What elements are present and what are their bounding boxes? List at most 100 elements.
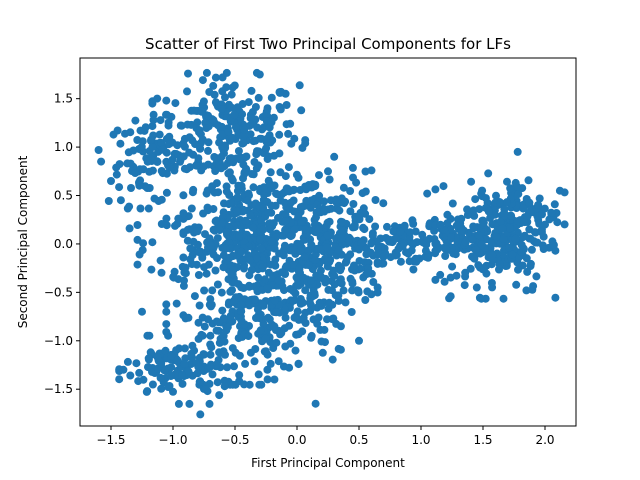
data-point bbox=[231, 123, 240, 132]
data-point bbox=[289, 260, 298, 269]
data-point bbox=[539, 245, 548, 253]
data-point bbox=[264, 208, 272, 217]
data-point bbox=[389, 227, 398, 236]
data-point bbox=[195, 301, 204, 310]
data-point bbox=[183, 225, 192, 234]
data-point bbox=[267, 201, 276, 210]
data-point bbox=[143, 331, 152, 340]
data-point bbox=[227, 103, 236, 112]
data-point bbox=[259, 225, 268, 234]
data-point bbox=[463, 205, 472, 214]
data-point bbox=[361, 296, 370, 304]
data-point bbox=[171, 99, 180, 108]
data-point bbox=[481, 194, 490, 203]
data-point bbox=[317, 337, 326, 346]
data-point bbox=[177, 121, 186, 130]
data-point bbox=[545, 215, 554, 224]
data-point bbox=[267, 237, 276, 246]
y-tick-label: 0.5 bbox=[54, 189, 73, 203]
data-point bbox=[550, 200, 559, 209]
data-point bbox=[204, 315, 212, 324]
data-point bbox=[218, 87, 227, 96]
data-point bbox=[264, 152, 273, 161]
data-point bbox=[335, 206, 344, 215]
data-point bbox=[132, 359, 141, 368]
data-point bbox=[219, 263, 228, 272]
data-point bbox=[330, 152, 339, 161]
data-point bbox=[255, 70, 264, 79]
data-point bbox=[185, 399, 194, 408]
data-point bbox=[467, 177, 476, 186]
data-point bbox=[213, 378, 222, 387]
data-point bbox=[560, 220, 569, 229]
data-point bbox=[527, 245, 536, 254]
data-point bbox=[325, 175, 334, 184]
data-point bbox=[492, 232, 501, 241]
data-point bbox=[293, 307, 302, 316]
data-point bbox=[549, 241, 558, 249]
data-point bbox=[314, 225, 323, 234]
data-point bbox=[484, 207, 493, 216]
data-point bbox=[198, 253, 207, 262]
data-point bbox=[194, 271, 203, 279]
data-point bbox=[144, 355, 153, 364]
data-point bbox=[234, 147, 243, 155]
x-axis-ticks: −1.5 −1.0 −0.5 0.0 0.5 1.0 1.5 2.0 bbox=[96, 426, 555, 447]
data-point bbox=[267, 93, 276, 102]
data-point bbox=[94, 146, 103, 154]
data-point bbox=[350, 261, 358, 270]
data-point bbox=[129, 146, 138, 155]
data-point bbox=[301, 225, 310, 234]
data-point bbox=[338, 218, 347, 227]
data-point bbox=[263, 375, 272, 384]
data-point bbox=[443, 210, 452, 219]
data-point bbox=[257, 216, 265, 225]
data-point bbox=[257, 380, 266, 389]
data-point bbox=[218, 306, 227, 315]
data-point bbox=[284, 129, 293, 138]
data-point bbox=[253, 305, 262, 314]
data-point bbox=[135, 250, 144, 259]
data-point bbox=[138, 307, 146, 316]
data-point bbox=[254, 93, 263, 102]
data-point bbox=[431, 275, 440, 284]
data-point bbox=[222, 187, 231, 196]
data-point bbox=[223, 363, 232, 372]
data-point bbox=[505, 224, 514, 233]
data-point bbox=[190, 292, 199, 301]
data-point bbox=[307, 276, 315, 285]
data-point bbox=[235, 155, 244, 164]
data-point bbox=[241, 216, 250, 225]
data-point bbox=[499, 234, 508, 243]
data-point bbox=[261, 334, 270, 343]
data-point bbox=[258, 263, 267, 271]
data-point bbox=[503, 177, 511, 186]
x-tick-label: 2.0 bbox=[535, 433, 554, 447]
data-point bbox=[231, 348, 240, 357]
data-point bbox=[214, 318, 223, 327]
data-point bbox=[281, 210, 290, 219]
data-point bbox=[213, 234, 222, 243]
data-point bbox=[167, 363, 176, 372]
data-point bbox=[193, 227, 202, 236]
data-point bbox=[358, 189, 367, 198]
data-point bbox=[173, 356, 182, 365]
data-point bbox=[338, 226, 347, 235]
data-point bbox=[423, 189, 432, 198]
data-point bbox=[250, 295, 259, 304]
data-point bbox=[230, 296, 239, 305]
data-point bbox=[436, 270, 445, 279]
data-point bbox=[143, 387, 152, 396]
data-point bbox=[245, 380, 254, 389]
data-point bbox=[396, 257, 405, 266]
data-point bbox=[328, 286, 336, 295]
data-point bbox=[276, 196, 285, 205]
data-point bbox=[362, 250, 371, 259]
data-point bbox=[517, 240, 526, 249]
data-point bbox=[174, 399, 183, 408]
data-point bbox=[180, 360, 189, 368]
data-point bbox=[283, 184, 292, 193]
data-point bbox=[325, 298, 334, 307]
data-point bbox=[305, 298, 314, 307]
data-point bbox=[149, 116, 158, 124]
